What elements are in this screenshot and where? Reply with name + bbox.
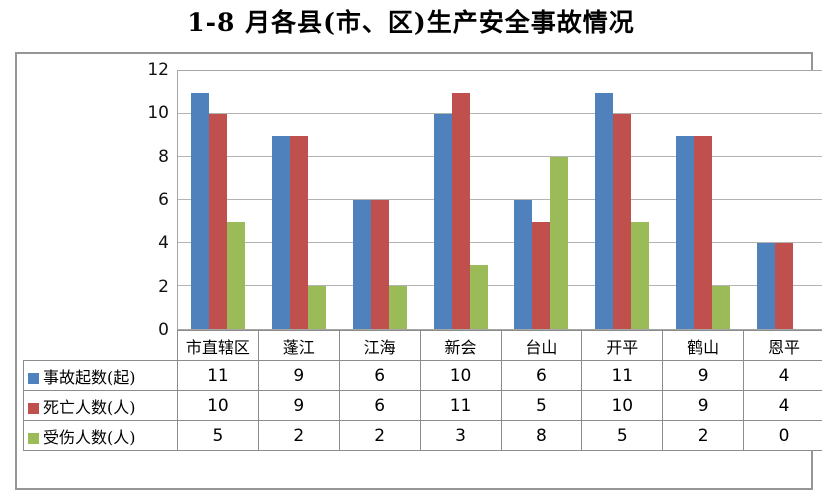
- value-cell: 11: [177, 360, 259, 391]
- y-axis-tick-label: 10: [147, 103, 169, 124]
- bar-injuries: [469, 264, 488, 329]
- value-cell: 4: [743, 390, 822, 421]
- bar-deaths: [532, 221, 551, 329]
- gridline: [178, 199, 822, 200]
- y-axis-tick-label: 8: [158, 146, 169, 167]
- value-cell: 4: [743, 360, 822, 391]
- bar-group-5: [501, 71, 582, 329]
- value-cell: 10: [419, 360, 502, 391]
- table-row-accidents: 事故起数(起) 11 9 6 10 6 11 9 4: [23, 360, 822, 391]
- value-cell: 9: [662, 390, 745, 421]
- category-header: 蓬江: [257, 330, 340, 361]
- bar-deaths: [290, 135, 309, 329]
- value-cell: 6: [338, 390, 421, 421]
- y-axis-tick-label: 4: [158, 233, 169, 254]
- bar-group-8: [743, 71, 822, 329]
- value-cell: 8: [500, 420, 583, 451]
- bar-deaths: [613, 114, 632, 329]
- legend-swatch-injuries: [28, 432, 39, 444]
- category-header: 开平: [581, 330, 664, 361]
- bar-injuries: [227, 221, 246, 329]
- bar-group-7: [663, 71, 744, 329]
- value-cell: 5: [500, 390, 583, 421]
- category-header: 鹤山: [662, 330, 745, 361]
- y-axis-tick-label: 2: [158, 276, 169, 297]
- bar-deaths: [774, 243, 793, 329]
- bar-accidents: [675, 135, 694, 329]
- series-legend-label: 受伤人数(人): [23, 420, 178, 451]
- value-cell: 6: [338, 360, 421, 391]
- legend-swatch-accidents: [28, 372, 39, 384]
- chart-frame: 市直辖区 蓬江 江海 新会 台山 开平 鹤山 恩平 事故起数(起) 11 9 6 10 6 11 9 4 死亡人数…: [15, 52, 822, 490]
- value-cell: 2: [662, 420, 745, 451]
- category-header: 市直辖区: [177, 330, 259, 361]
- bar-accidents: [352, 200, 371, 329]
- bar-accidents: [514, 200, 533, 329]
- bar-injuries: [308, 286, 327, 329]
- value-cell: 11: [419, 390, 502, 421]
- bar-group-2: [259, 71, 340, 329]
- value-cell: 10: [177, 390, 259, 421]
- bar-deaths: [209, 114, 228, 329]
- legend-swatch-deaths: [28, 402, 39, 414]
- bar-injuries: [711, 286, 730, 329]
- bar-deaths: [693, 135, 712, 329]
- bar-injuries: [388, 286, 407, 329]
- bar-deaths: [451, 92, 470, 329]
- value-cell: 2: [257, 420, 340, 451]
- value-cell: 2: [338, 420, 421, 451]
- gridline: [178, 113, 822, 114]
- value-cell: 10: [581, 390, 664, 421]
- value-cell: 6: [500, 360, 583, 391]
- value-cell: 0: [743, 420, 822, 451]
- value-cell: 9: [257, 360, 340, 391]
- value-cell: 11: [581, 360, 664, 391]
- bar-injuries: [550, 157, 569, 329]
- bar-groups: [178, 71, 822, 329]
- gridline: [178, 156, 822, 157]
- series-legend-label: 事故起数(起): [23, 360, 178, 391]
- bar-group-3: [340, 71, 421, 329]
- series-legend-label: 死亡人数(人): [23, 390, 178, 421]
- bar-group-6: [582, 71, 663, 329]
- gridline: [178, 285, 822, 286]
- bar-accidents: [756, 243, 775, 329]
- bar-injuries: [631, 221, 650, 329]
- bar-accidents: [433, 114, 452, 329]
- bar-accidents: [272, 135, 291, 329]
- bar-deaths: [370, 200, 389, 329]
- y-axis-tick-label: 0: [158, 320, 169, 340]
- category-header: 台山: [500, 330, 583, 361]
- y-axis-tick-label: 6: [158, 190, 169, 210]
- bar-group-1: [178, 71, 259, 329]
- value-cell: 3: [419, 420, 502, 451]
- category-header: 江海: [338, 330, 421, 361]
- value-cell: 9: [257, 390, 340, 421]
- value-cell: 5: [581, 420, 664, 451]
- category-header-row: 市直辖区 蓬江 江海 新会 台山 开平 鹤山 恩平: [24, 330, 822, 361]
- gridline: [178, 242, 822, 243]
- value-cell: 5: [177, 420, 259, 451]
- table-row-deaths: 死亡人数(人) 10 9 6 11 5 10 9 4: [23, 390, 822, 421]
- bar-group-4: [420, 71, 501, 329]
- category-header: 新会: [419, 330, 502, 361]
- category-header: 恩平: [743, 330, 822, 361]
- data-table: 市直辖区 蓬江 江海 新会 台山 开平 鹤山 恩平 事故起数(起) 11 9 6 10 6 11 9 4 死亡人数…: [23, 330, 822, 451]
- value-cell: 9: [662, 360, 745, 391]
- chart-title: 1-8 月各县(市、区)生产安全事故情况: [187, 8, 635, 37]
- bar-accidents: [191, 92, 210, 329]
- bar-accidents: [595, 92, 614, 329]
- y-axis-tick-label: 12: [147, 60, 169, 80]
- plot-area: [177, 70, 822, 330]
- table-row-injuries: 受伤人数(人) 5 2 2 3 8 5 2 0: [23, 420, 822, 451]
